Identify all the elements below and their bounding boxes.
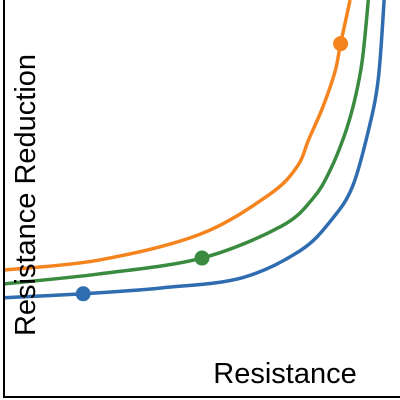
curve — [4, 0, 352, 272]
curve-marker — [75, 286, 91, 302]
plot-area — [4, 0, 386, 302]
curve-marker — [194, 250, 210, 266]
curve-marker — [333, 36, 349, 52]
y-axis-label: Resistance Reduction — [10, 54, 42, 336]
curve — [4, 0, 386, 300]
curve — [4, 0, 371, 286]
x-axis-label: Resistance — [213, 358, 356, 390]
